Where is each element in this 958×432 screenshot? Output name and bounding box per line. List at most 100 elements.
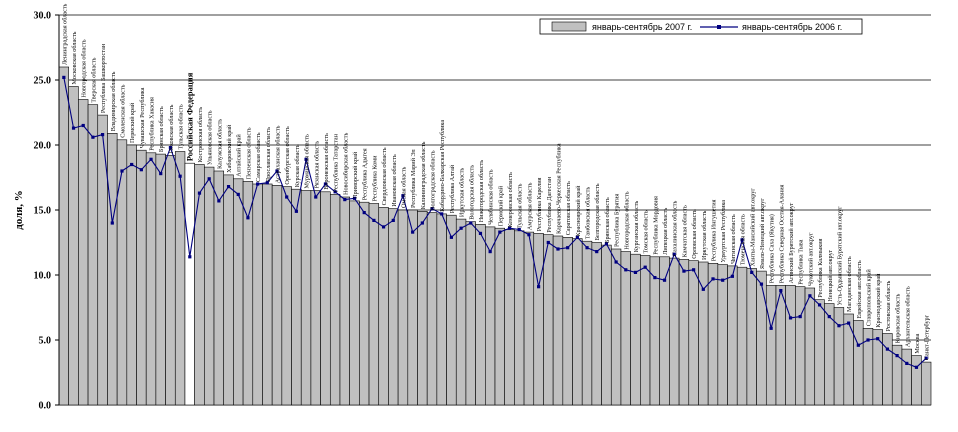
bar	[194, 164, 205, 406]
category-label: Брянская область	[158, 106, 165, 152]
category-labels: Ленинградская область Московская область Н…	[61, 3, 930, 360]
category-label: Ленинградская область	[61, 3, 68, 65]
bar	[68, 86, 79, 406]
bar	[378, 207, 389, 406]
category-label: Республика Дагестан	[546, 176, 553, 233]
category-label: Псковская область	[168, 104, 175, 153]
category-label: Белгородская область	[594, 183, 601, 240]
category-label: Иркутская область	[459, 168, 466, 218]
bar	[562, 237, 573, 406]
line-point	[662, 278, 667, 282]
bar	[407, 209, 418, 406]
line-point	[91, 135, 95, 139]
category-label: Ставропольский край	[866, 269, 873, 327]
category-label: Костромская область	[197, 107, 204, 163]
category-label: Ульяновская область	[207, 110, 214, 165]
bar	[824, 303, 835, 406]
line-point	[411, 230, 415, 234]
category-label: Алтайский край	[236, 134, 243, 177]
category-label: Республика Алтай	[449, 164, 456, 213]
line-point	[604, 242, 609, 246]
bar	[804, 287, 816, 406]
bar	[727, 265, 738, 406]
line-point	[788, 316, 793, 320]
bar	[795, 286, 806, 406]
line-point	[197, 191, 202, 195]
series-line-path	[63, 77, 927, 368]
category-label: Омская область	[400, 166, 407, 208]
category-label: Республика Бурятия	[614, 194, 621, 247]
line-point	[837, 324, 841, 328]
line-point	[779, 289, 783, 293]
bar	[320, 191, 331, 406]
line-point	[730, 274, 734, 278]
category-label: Новгородская область	[81, 39, 88, 97]
bar	[136, 149, 147, 406]
category-label: Чукотский авт.округ	[807, 232, 814, 286]
category-label: Республика Саха (Якутия)	[769, 214, 776, 283]
bars	[58, 66, 932, 406]
category-label: Российская Федерация	[184, 72, 194, 161]
line-point	[885, 347, 889, 351]
category-label: Республика Татарстан	[333, 133, 340, 192]
line-point	[265, 181, 269, 185]
category-label: Волгоградская область	[430, 150, 437, 210]
category-label: Кемеровская область	[507, 172, 514, 228]
series-line	[62, 75, 928, 369]
category-label: Нижегородская область	[478, 160, 485, 223]
category-label: Ростовская область	[885, 280, 892, 331]
category-label: Тамбовская область	[585, 187, 592, 240]
line-point	[633, 270, 638, 274]
bar	[116, 139, 128, 406]
category-label: Читинская область	[730, 214, 737, 264]
line-point	[876, 337, 880, 341]
bar	[87, 104, 99, 406]
category-label: Республика Адыгея	[362, 148, 369, 200]
legend-bar-swatch	[551, 21, 587, 32]
category-label: Республика Мордовия	[652, 196, 659, 255]
category-label: Республика Северная Осетия-Алания	[778, 184, 785, 283]
bar	[291, 188, 302, 406]
category-label: Ханты-Мансийский авт.округ	[749, 188, 756, 267]
line-point	[740, 238, 744, 242]
bar	[329, 194, 341, 406]
bar	[601, 244, 612, 406]
line-point	[275, 169, 279, 173]
line-point	[895, 354, 899, 358]
line-point	[866, 338, 870, 342]
category-label: Пензенская область	[245, 127, 252, 179]
category-label: Астраханская область	[275, 125, 282, 183]
bar	[455, 218, 467, 406]
line-point	[430, 207, 434, 211]
category-label: Орловская область	[691, 209, 698, 259]
bar	[640, 255, 651, 406]
bar	[349, 200, 360, 406]
bar	[426, 212, 438, 406]
bar	[252, 183, 263, 406]
category-label: Тюменская область	[740, 214, 747, 265]
bar	[717, 264, 728, 406]
line-point	[759, 282, 764, 286]
bar	[262, 183, 273, 406]
category-label: Республика Хакасия	[149, 97, 156, 151]
bar	[97, 114, 108, 406]
line-point	[566, 246, 570, 250]
category-label: Еврейская авт.область	[856, 260, 863, 318]
category-label: Тверская область	[90, 57, 97, 102]
line-point	[226, 185, 231, 189]
line-point	[256, 182, 260, 186]
category-label: Республика Ингушетия	[711, 199, 718, 261]
line-point	[827, 315, 831, 319]
line-point	[614, 260, 618, 264]
legend-line-marker	[717, 25, 721, 29]
bar	[339, 196, 350, 406]
category-label: Санкт-Петербург	[924, 314, 931, 360]
bar	[523, 231, 535, 406]
bar	[591, 242, 602, 406]
y-tick-label: 30.0	[34, 11, 52, 22]
y-tick-label: 20.0	[34, 141, 52, 152]
category-label: Хабаровский край	[226, 124, 233, 173]
category-label: Московская область	[71, 31, 78, 84]
line-point	[236, 192, 240, 196]
